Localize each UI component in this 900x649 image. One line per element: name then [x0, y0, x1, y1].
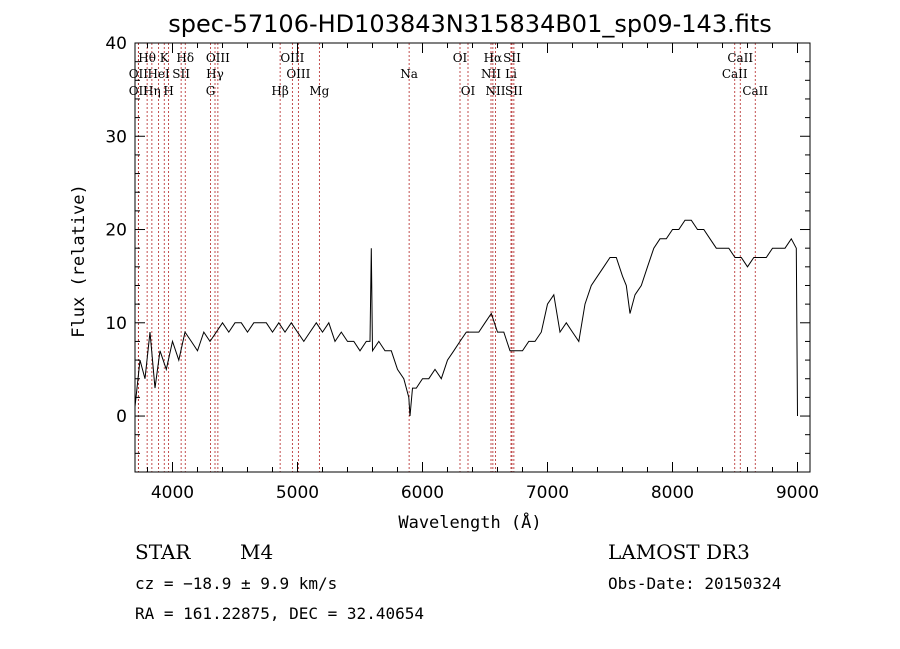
- line-label: OII: [129, 84, 149, 98]
- object-type: STAR: [135, 540, 191, 564]
- axis-ticks: 4000 5000 6000 7000 8000 9000 0 10 20 30 40: [105, 34, 819, 503]
- obs-date: Obs-Date: 20150324: [608, 574, 782, 593]
- line-label: Li: [505, 67, 517, 81]
- spectral-subclass: M4: [240, 540, 274, 564]
- line-label: Hη: [143, 84, 161, 98]
- x-tick-label: 5000: [276, 483, 319, 503]
- spectral-line-labels: Hθ OII OII K HeI Hη SII H Hδ OIII Hγ G OIII OIII Hβ Mg N…: [129, 51, 769, 98]
- line-label: CaII: [742, 84, 768, 98]
- y-axis-label: Flux (relative): [69, 184, 89, 338]
- line-label: SII: [172, 67, 190, 81]
- line-label: CaII: [727, 51, 753, 65]
- x-tick-label: 6000: [401, 483, 444, 503]
- line-label: OI: [461, 84, 476, 98]
- spectrum-line: [134, 219, 798, 417]
- line-label: Hθ: [138, 51, 156, 65]
- y-tick-label: 20: [105, 221, 127, 241]
- y-tick-label: 30: [105, 127, 127, 147]
- line-label: SII: [505, 84, 523, 98]
- spectral-line-markers: [137, 43, 756, 472]
- line-label: G: [206, 84, 216, 98]
- line-label: H: [163, 84, 173, 98]
- x-tick-label: 9000: [776, 483, 819, 503]
- line-label: OIII: [280, 51, 304, 65]
- line-label: OIII: [206, 51, 230, 65]
- y-tick-label: 10: [105, 314, 127, 334]
- line-label: K: [160, 51, 170, 65]
- redshift-cz: cz = −18.9 ± 9.9 km/s: [135, 574, 338, 593]
- line-label: Hγ: [206, 67, 224, 81]
- line-label: Na: [400, 67, 418, 81]
- x-tick-label: 4000: [151, 483, 194, 503]
- line-label: OI: [453, 51, 468, 65]
- line-label: Hδ: [176, 51, 194, 65]
- line-label: NII: [481, 67, 501, 81]
- line-label: Mg: [309, 84, 329, 98]
- line-label: OII: [129, 67, 149, 81]
- line-label: Hα: [484, 51, 503, 65]
- chart-title: spec-57106-HD103843N315834B01_sp09-143.f…: [168, 10, 772, 38]
- line-label: HeI: [147, 67, 170, 81]
- line-label: OIII: [286, 67, 310, 81]
- ra-dec: RA = 161.22875, DEC = 32.40654: [135, 604, 424, 623]
- line-label: SII: [503, 51, 521, 65]
- y-tick-label: 0: [116, 407, 127, 427]
- line-label: Hβ: [271, 84, 288, 98]
- line-label: CaII: [722, 67, 748, 81]
- plot-frame: [134, 42, 811, 473]
- y-tick-label: 40: [105, 34, 127, 54]
- x-tick-label: 7000: [526, 483, 569, 503]
- x-axis-label: Wavelength (Å): [398, 511, 541, 533]
- survey-name: LAMOST DR3: [608, 540, 750, 564]
- x-tick-label: 8000: [651, 483, 694, 503]
- line-label: NII: [486, 84, 506, 98]
